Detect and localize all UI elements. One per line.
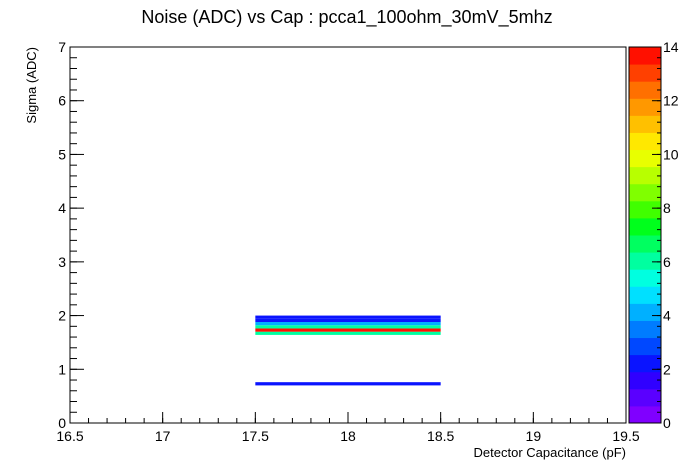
heatmap-cell-1	[255, 331, 441, 335]
colorbar-tick-label: 12	[663, 93, 679, 109]
colorbar-segment	[629, 354, 661, 373]
colorbar-segment	[629, 149, 661, 168]
colorbar-segment	[629, 371, 661, 390]
colorbar-segment	[629, 64, 661, 82]
y-tick-label: 4	[58, 200, 66, 216]
colorbar-segment	[629, 235, 661, 253]
colorbar-segment	[629, 286, 661, 304]
colorbar-frame	[628, 46, 662, 424]
heatmap-cell-6	[255, 315, 441, 319]
y-tick-label: 0	[58, 415, 66, 431]
x-tick-label: 19	[526, 428, 542, 444]
colorbar-tick-label: 10	[663, 146, 679, 162]
colorbar-tick-label: 0	[663, 415, 671, 431]
colorbar-tick-label: 2	[663, 361, 671, 377]
colorbar-segment	[629, 132, 661, 151]
y-tick-label: 2	[58, 308, 66, 324]
colorbar-segment	[629, 166, 661, 185]
x-tick-label: 19.5	[612, 428, 639, 444]
x-tick-label: 18.5	[427, 428, 454, 444]
y-tick-label: 5	[58, 146, 66, 162]
x-tick-label: 16.5	[56, 428, 83, 444]
colorbar-segment	[629, 183, 661, 202]
heatmap-cell-2	[255, 328, 441, 332]
colorbar: 0 2 4 6 8 10 12 14	[628, 39, 679, 431]
colorbar-segment	[629, 388, 661, 407]
colorbar-segment	[629, 320, 661, 339]
colorbar-tick-label: 14	[663, 39, 679, 55]
y-tick-label: 6	[58, 93, 66, 109]
colorbar-segment	[629, 269, 661, 287]
colorbar-segment	[629, 200, 661, 219]
colorbar-tick-label: 6	[663, 254, 671, 270]
y-tick-label: 3	[58, 254, 66, 270]
colorbar-segment	[629, 81, 661, 99]
plot-frame	[69, 46, 627, 424]
axes: 16.5 17 17.5 18 18.5 19 19.5 0 1 2 3 4 5 6 7	[56, 39, 639, 444]
x-tick-label: 18	[340, 428, 356, 444]
heatmap-cell-5	[255, 318, 441, 323]
colorbar-segment	[629, 217, 661, 236]
y-tick-label: 7	[58, 39, 66, 55]
x-axis-label: Detector Capacitance (pF)	[474, 445, 626, 460]
heatmap-cell-4	[255, 322, 441, 326]
y-tick-label: 1	[58, 361, 66, 377]
x-tick-label: 17.5	[242, 428, 269, 444]
colorbar-segment	[629, 337, 661, 356]
colorbar-segment	[629, 115, 661, 133]
colorbar-segment	[629, 98, 661, 116]
colorbar-segment	[629, 252, 661, 270]
y-axis-label: Sigma (ADC)	[24, 47, 39, 124]
heatmap-cell-0	[255, 382, 441, 386]
heatmap-cell-3	[255, 325, 441, 329]
colorbar-tick-label: 4	[663, 308, 671, 324]
colorbar-segment	[629, 405, 661, 424]
colorbar-segment	[629, 303, 661, 321]
x-tick-label: 17	[155, 428, 171, 444]
heatmap-cells	[255, 315, 441, 386]
chart-title: Noise (ADC) vs Cap : pcca1_100ohm_30mV_5…	[141, 7, 552, 28]
colorbar-segment	[629, 47, 661, 65]
colorbar-tick-label: 8	[663, 200, 671, 216]
